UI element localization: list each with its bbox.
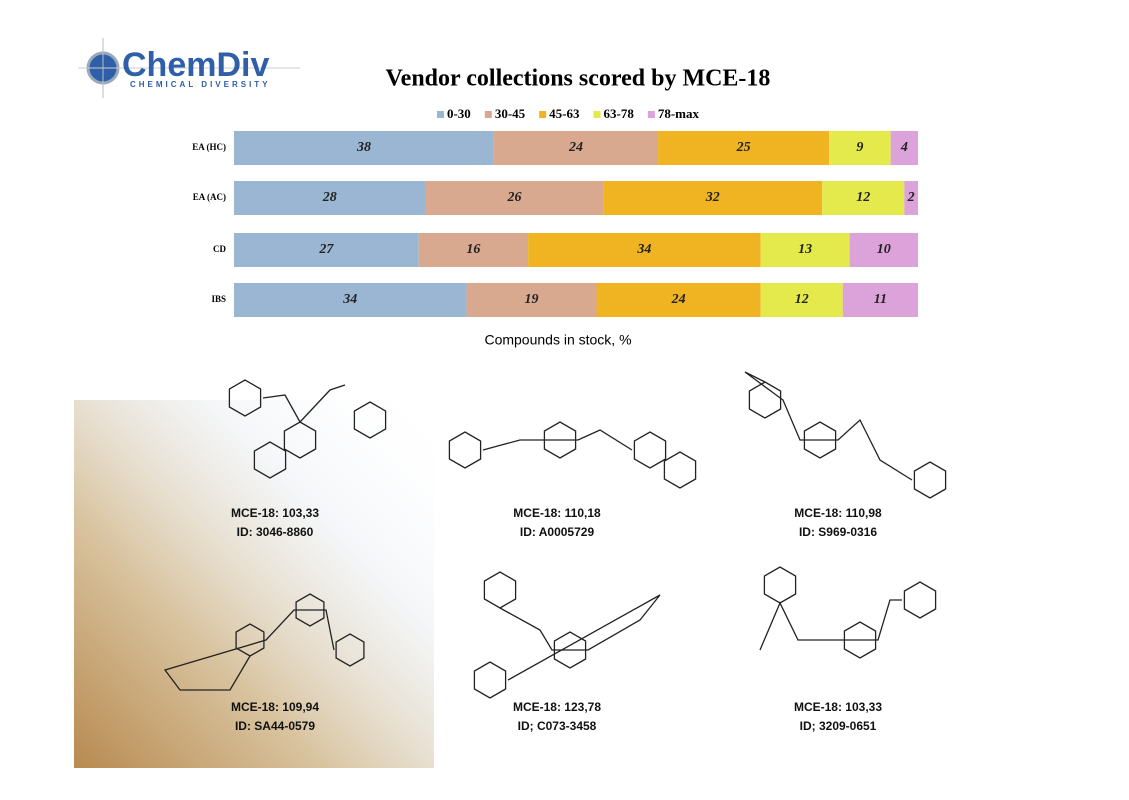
data-label: 24 [568, 140, 583, 155]
legend-label: 45-63 [549, 106, 580, 121]
y-tick-label: EA (HC) [192, 142, 226, 152]
bar-segment [596, 283, 761, 317]
data-label: 12 [795, 292, 809, 307]
data-label: 27 [318, 242, 334, 257]
legend-label: 0-30 [447, 106, 471, 121]
bar-segment [842, 283, 918, 317]
legend-swatch [436, 111, 444, 118]
molecule-ring [473, 661, 507, 699]
molecule-bond [744, 371, 913, 481]
molecule-ring [295, 593, 325, 627]
bar-segment [466, 283, 597, 317]
molecule-ring [253, 441, 287, 479]
data-label: 12 [856, 190, 870, 205]
bar-segment [849, 233, 918, 267]
molecule-ring [903, 581, 937, 619]
molecule-ring [228, 379, 262, 417]
molecule-ring [543, 421, 577, 459]
compound-score: MCE-18: 109,94 [231, 700, 319, 714]
molecule-ring [353, 401, 387, 439]
data-label: 34 [342, 292, 357, 307]
molecule-bond [482, 429, 633, 451]
molecule-bond [499, 594, 661, 681]
bar-segment [418, 233, 529, 267]
molecule-ring [553, 631, 587, 669]
compound-score: MCE-18: 110,98 [794, 506, 882, 520]
data-label: 4 [900, 140, 908, 155]
bar-segment [760, 283, 843, 317]
logo: ChemDiv CHEMICAL DIVERSITY [78, 38, 300, 98]
bar-segment [760, 233, 850, 267]
data-label: 11 [874, 292, 887, 307]
molecule-ring [663, 451, 697, 489]
molecule-ring [763, 566, 797, 604]
compound-score: MCE-18: 103,33 [231, 506, 319, 520]
compound-id: ID; C073-3458 [518, 719, 597, 733]
molecule-ring [448, 431, 482, 469]
compound-id: ID: SA44-0579 [235, 719, 315, 733]
data-label: 2 [907, 190, 915, 205]
bar-segment [234, 131, 494, 165]
molecule-bond [759, 599, 902, 651]
molecule-ring [483, 571, 517, 609]
y-tick-label: EA (AC) [193, 192, 226, 202]
compound-id: ID: 3046-8860 [237, 525, 314, 539]
data-label: 16 [466, 242, 480, 257]
molecule-ring [843, 621, 877, 659]
molecule-ring [283, 421, 317, 459]
data-label: 34 [636, 242, 651, 257]
legend-swatch [484, 111, 492, 118]
data-label: 38 [356, 140, 371, 155]
legend-label: 78-max [658, 106, 700, 121]
y-tick-label: CD [213, 244, 226, 254]
legend-swatch [593, 111, 601, 118]
molecule-ring [748, 381, 782, 419]
bar-segment [425, 181, 604, 215]
legend-swatch [539, 111, 547, 118]
bar-segment [234, 283, 467, 317]
compound-id: ID: S969-0316 [799, 525, 877, 539]
molecule-drawings [163, 371, 947, 699]
compound-id: ID: A0005729 [520, 525, 595, 539]
bar-segment [603, 181, 823, 215]
y-tick-label: IBS [211, 294, 226, 304]
molecule-bond [163, 609, 335, 691]
compound-id: ID; 3209-0651 [800, 719, 877, 733]
data-label: 10 [877, 242, 891, 257]
molecule-ring [633, 431, 667, 469]
data-label: 25 [736, 140, 751, 155]
legend-label: 30-45 [495, 106, 526, 121]
bar-segment [904, 181, 918, 215]
compound-score: MCE-18: 103,33 [794, 700, 882, 714]
data-label: 13 [798, 242, 812, 257]
data-label: 26 [506, 190, 521, 205]
compound-score: MCE-18: 110,18 [513, 506, 601, 520]
bar-segment [528, 233, 761, 267]
molecule-bond [262, 384, 346, 424]
logo-name: ChemDiv [122, 46, 269, 84]
bar-segment [493, 131, 659, 165]
logo-tagline: CHEMICAL DIVERSITY [130, 80, 271, 89]
bar-segment [234, 233, 419, 267]
bar-segment [890, 131, 918, 165]
legend-swatch [647, 111, 655, 118]
data-label: 32 [705, 190, 720, 205]
x-axis-label: Compounds in stock, % [484, 332, 631, 348]
molecule-ring [913, 461, 947, 499]
molecule-ring [803, 421, 837, 459]
legend: 0-30 30-45 45-63 63-78 78-max [436, 106, 700, 121]
legend-label: 63-78 [604, 106, 635, 121]
compound-score: MCE-18: 123,78 [513, 700, 601, 714]
bar-segment [829, 131, 891, 165]
bar-segment [822, 181, 905, 215]
data-label: 24 [671, 292, 686, 307]
data-label: 19 [525, 292, 539, 307]
bar-segment [658, 131, 830, 165]
chart-title: Vendor collections scored by MCE-18 [386, 66, 771, 92]
data-label: 28 [322, 190, 337, 205]
molecule-ring [335, 633, 365, 667]
data-label: 9 [856, 140, 863, 155]
bar-segment [234, 181, 426, 215]
